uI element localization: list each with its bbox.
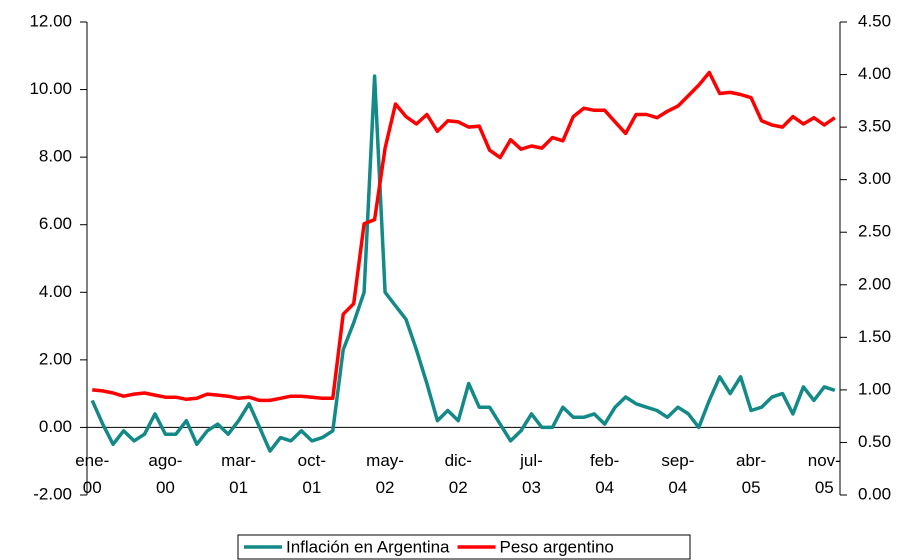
y2-tick-label: 4.00: [858, 64, 891, 83]
x-tick-label: oct-01: [298, 451, 326, 497]
x-tick-label: abr-05: [736, 451, 766, 497]
y2-tick-label: 1.00: [858, 379, 891, 398]
y2-tick-label: 3.50: [858, 117, 891, 136]
y2-tick-label: 1.50: [858, 327, 891, 346]
x-tick-label: feb-04: [590, 451, 619, 497]
y-tick-label: 8.00: [39, 147, 72, 166]
x-tick-label: mar-01: [221, 451, 256, 497]
y-tick-label: 10.00: [29, 79, 72, 98]
x-tick-label: dic-02: [445, 451, 472, 497]
series-line: [92, 70, 836, 403]
x-tick-label: nov-05: [808, 451, 841, 497]
x-tick-label: ene-00: [75, 451, 109, 497]
y2-tick-label: 0.50: [858, 432, 891, 451]
y-tick-label: 12.00: [29, 11, 72, 30]
y-tick-label: 2.00: [39, 349, 72, 368]
y-tick-label: -2.00: [33, 484, 72, 503]
y-tick-label: 0.00: [39, 417, 72, 436]
x-tick-label: jul-03: [519, 451, 543, 497]
y2-tick-label: 2.00: [858, 274, 891, 293]
y2-tick-label: 3.00: [858, 169, 891, 188]
legend-label: Peso argentino: [500, 537, 614, 556]
series-line: [90, 74, 836, 453]
x-tick-label: sep-04: [661, 451, 694, 497]
y-tick-label: 6.00: [39, 214, 72, 233]
y2-tick-label: 4.50: [858, 11, 891, 30]
x-tick-label: may-02: [366, 451, 404, 497]
y2-tick-label: 0.00: [858, 484, 891, 503]
y2-tick-label: 2.50: [858, 222, 891, 241]
y-tick-label: 4.00: [39, 282, 72, 301]
legend-label: Inflación en Argentina: [286, 537, 450, 556]
x-tick-label: ago-00: [148, 451, 182, 497]
